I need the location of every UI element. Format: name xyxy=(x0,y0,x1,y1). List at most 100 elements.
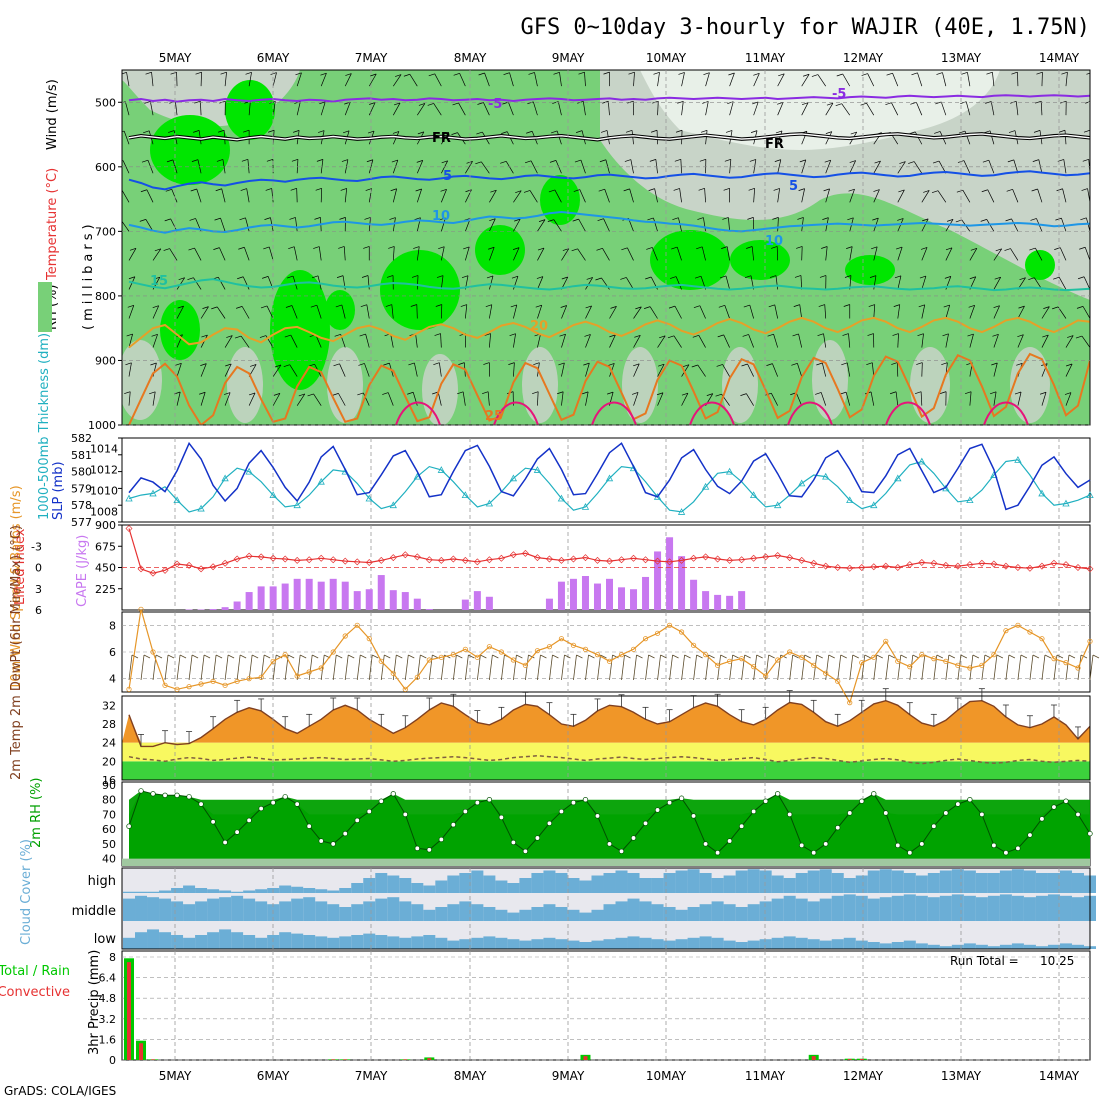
rh-dry-patch-9 xyxy=(1010,347,1050,423)
wind-barb-feather xyxy=(873,189,880,192)
wind-barb-feather xyxy=(414,217,421,221)
wind10-barb-feather xyxy=(888,654,895,659)
wind-barb-feather xyxy=(290,187,297,191)
cloud-high-bar xyxy=(435,880,448,893)
wind-barb-feather xyxy=(392,131,400,134)
wind10-barb xyxy=(212,654,217,681)
wind-barb xyxy=(633,72,635,87)
cloud-middle-bar xyxy=(903,894,916,921)
wind10-marker xyxy=(366,636,372,642)
wind-barb-feather xyxy=(490,189,497,193)
wind-barb-feather xyxy=(989,391,997,395)
cloud-low-bar xyxy=(915,943,928,949)
wind-barb xyxy=(746,393,754,406)
wind-barb-feather xyxy=(262,276,269,279)
li-marker xyxy=(954,562,962,570)
wind-barb-feather xyxy=(1005,218,1012,222)
cape-bar xyxy=(281,583,289,610)
li-marker xyxy=(305,556,313,564)
wind-barb-feather xyxy=(151,333,158,337)
li-marker xyxy=(1038,562,1046,570)
wind-barb xyxy=(679,188,682,203)
wind10-barb-feather xyxy=(756,654,763,659)
cloud-middle-bar xyxy=(819,898,832,921)
wind-barb xyxy=(368,73,377,87)
wind-barb xyxy=(913,161,923,174)
wind-barb xyxy=(842,73,851,87)
wind-barb xyxy=(128,333,133,348)
cloud-low-bar xyxy=(663,940,676,949)
wind-barb-feather xyxy=(548,189,555,193)
wind-barb-feather xyxy=(237,276,244,280)
cloud-high-bar xyxy=(831,873,844,893)
cloud-middle-bar xyxy=(243,898,256,921)
cloud-low-bar xyxy=(363,933,376,949)
wind-barb-feather xyxy=(200,363,207,366)
wind-barb-feather xyxy=(1055,217,1062,221)
wind-barb xyxy=(729,72,735,87)
wind-barb-feather xyxy=(969,276,976,280)
contour-30-seg-0 xyxy=(395,401,441,425)
wind-barb xyxy=(602,248,610,261)
cloud-middle-bar xyxy=(975,897,988,921)
li-marker xyxy=(702,553,710,561)
wind-barb xyxy=(128,391,131,406)
cape-bar xyxy=(690,579,698,610)
rh-dry-patch-7 xyxy=(812,340,848,420)
wind-barb xyxy=(296,159,299,174)
rh-marker xyxy=(738,823,745,829)
wind10-marker xyxy=(174,686,180,692)
wind-barb-feather xyxy=(1007,159,1014,163)
rh-ylabel-70: 70 xyxy=(102,808,116,821)
cloud-middle-bar xyxy=(603,904,616,921)
wind10-barb-feather xyxy=(708,654,715,659)
cloud-low-bar xyxy=(327,937,340,949)
wind-barb-feather xyxy=(452,102,459,106)
li-marker xyxy=(1002,562,1010,570)
thickness-marker xyxy=(677,508,686,515)
cape-bar xyxy=(413,598,421,610)
wind-barb xyxy=(801,102,809,116)
wind10-barb xyxy=(476,654,481,681)
cloud-high-bar xyxy=(1011,869,1024,893)
wind10-barb-feather xyxy=(1092,654,1100,659)
cloud-high-bar xyxy=(1071,873,1084,893)
li-marker xyxy=(413,553,421,561)
li-marker xyxy=(1050,559,1058,567)
bottom-date-10MAY: 10MAY xyxy=(646,1069,687,1083)
wind-barb xyxy=(654,188,658,203)
wind10-marker xyxy=(1039,636,1045,642)
wind-barb-feather xyxy=(980,219,987,222)
wind-barb-feather xyxy=(1014,391,1022,395)
wind-barb-feather xyxy=(572,218,579,222)
wind-barb-feather xyxy=(922,218,929,222)
cloud-middle-bar xyxy=(315,901,328,921)
temp-ylabel-20: 20 xyxy=(102,755,116,768)
wind-barb-feather xyxy=(968,305,975,308)
wind-barb xyxy=(170,218,178,232)
wind10-barb-feather xyxy=(1080,654,1088,659)
cloud-middle-bar xyxy=(1023,897,1036,921)
wind-barb xyxy=(245,217,250,232)
cloud-middle-bar xyxy=(1059,895,1072,921)
precip-conv-bar xyxy=(427,1058,432,1060)
wind10-barb xyxy=(849,654,854,681)
wind-barb xyxy=(921,218,929,232)
wind-barb xyxy=(1017,305,1025,319)
wind-barb-feather xyxy=(466,160,473,164)
li-marker xyxy=(606,557,613,565)
cloud-low-bar xyxy=(807,939,820,949)
li-marker xyxy=(521,549,529,557)
wind-barb-feather xyxy=(715,393,722,397)
wind-barb-feather xyxy=(125,362,132,366)
thk-ylabel-580: 580 xyxy=(71,466,92,479)
wind-barb-feather xyxy=(476,131,483,135)
cloud-low-bar xyxy=(243,935,256,949)
wind-barb xyxy=(775,275,779,290)
wind-barb xyxy=(221,188,226,203)
wind-barb-feather xyxy=(693,305,701,309)
thickness-marker xyxy=(221,474,229,482)
cloud-low-bar xyxy=(615,937,628,949)
wind-barb xyxy=(649,306,658,319)
wind-barb-feather xyxy=(291,158,299,162)
